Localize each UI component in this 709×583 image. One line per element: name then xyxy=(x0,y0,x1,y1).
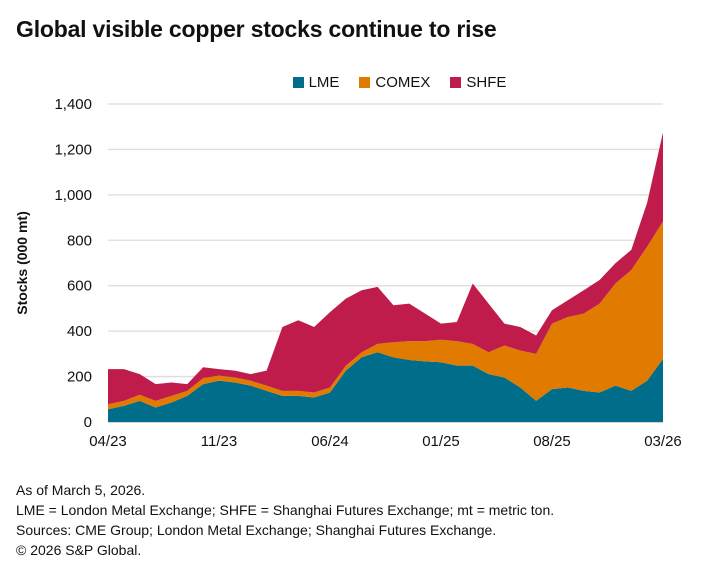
note-sources: Sources: CME Group; London Metal Exchang… xyxy=(16,522,497,538)
chart-title: Global visible copper stocks continue to… xyxy=(16,16,497,42)
area-lme xyxy=(108,352,663,422)
y-axis-label: Stocks (000 mt) xyxy=(14,211,30,314)
legend: LME COMEX SHFE xyxy=(0,74,709,91)
note-abbreviations: LME = London Metal Exchange; SHFE = Shan… xyxy=(16,502,555,518)
x-tick-label: 04/23 xyxy=(89,433,127,450)
x-tick-label: 11/23 xyxy=(201,433,237,450)
legend-label: LME xyxy=(308,74,340,91)
y-tick-label: 200 xyxy=(67,369,92,386)
legend-item-comex: COMEX xyxy=(359,74,430,91)
legend-swatch xyxy=(292,77,304,88)
x-tick-label: 08/25 xyxy=(533,433,571,450)
y-tick-label: 600 xyxy=(67,278,92,295)
legend-swatch xyxy=(359,77,371,88)
y-tick-label: 1,400 xyxy=(54,96,92,113)
legend-item-shfe: SHFE xyxy=(450,74,506,91)
x-tick-label: 01/25 xyxy=(422,433,460,450)
y-tick-label: 400 xyxy=(67,323,92,340)
y-tick-label: 800 xyxy=(67,232,92,249)
area-shfe xyxy=(108,132,663,405)
legend-swatch xyxy=(450,77,462,88)
legend-item-lme: LME xyxy=(292,74,340,91)
x-tick-label: 06/24 xyxy=(311,433,349,450)
y-tick-label: 0 xyxy=(84,414,92,431)
legend-label: SHFE xyxy=(466,74,507,91)
y-tick-label: 1,000 xyxy=(54,187,92,204)
footnotes: As of March 5, 2026. LME = London Metal … xyxy=(16,480,554,560)
legend-label: COMEX xyxy=(375,74,431,91)
x-tick-label: 03/26 xyxy=(644,433,682,450)
area-comex xyxy=(108,221,663,410)
stacked-area-chart: 0 200 400 600 800 1,000 1,200 1,400 Stocks (000 … xyxy=(14,96,682,450)
y-tick-label: 1,200 xyxy=(54,141,92,158)
note-date: As of March 5, 2026. xyxy=(16,482,146,498)
note-copyright: © 2026 S&P Global. xyxy=(16,542,142,558)
